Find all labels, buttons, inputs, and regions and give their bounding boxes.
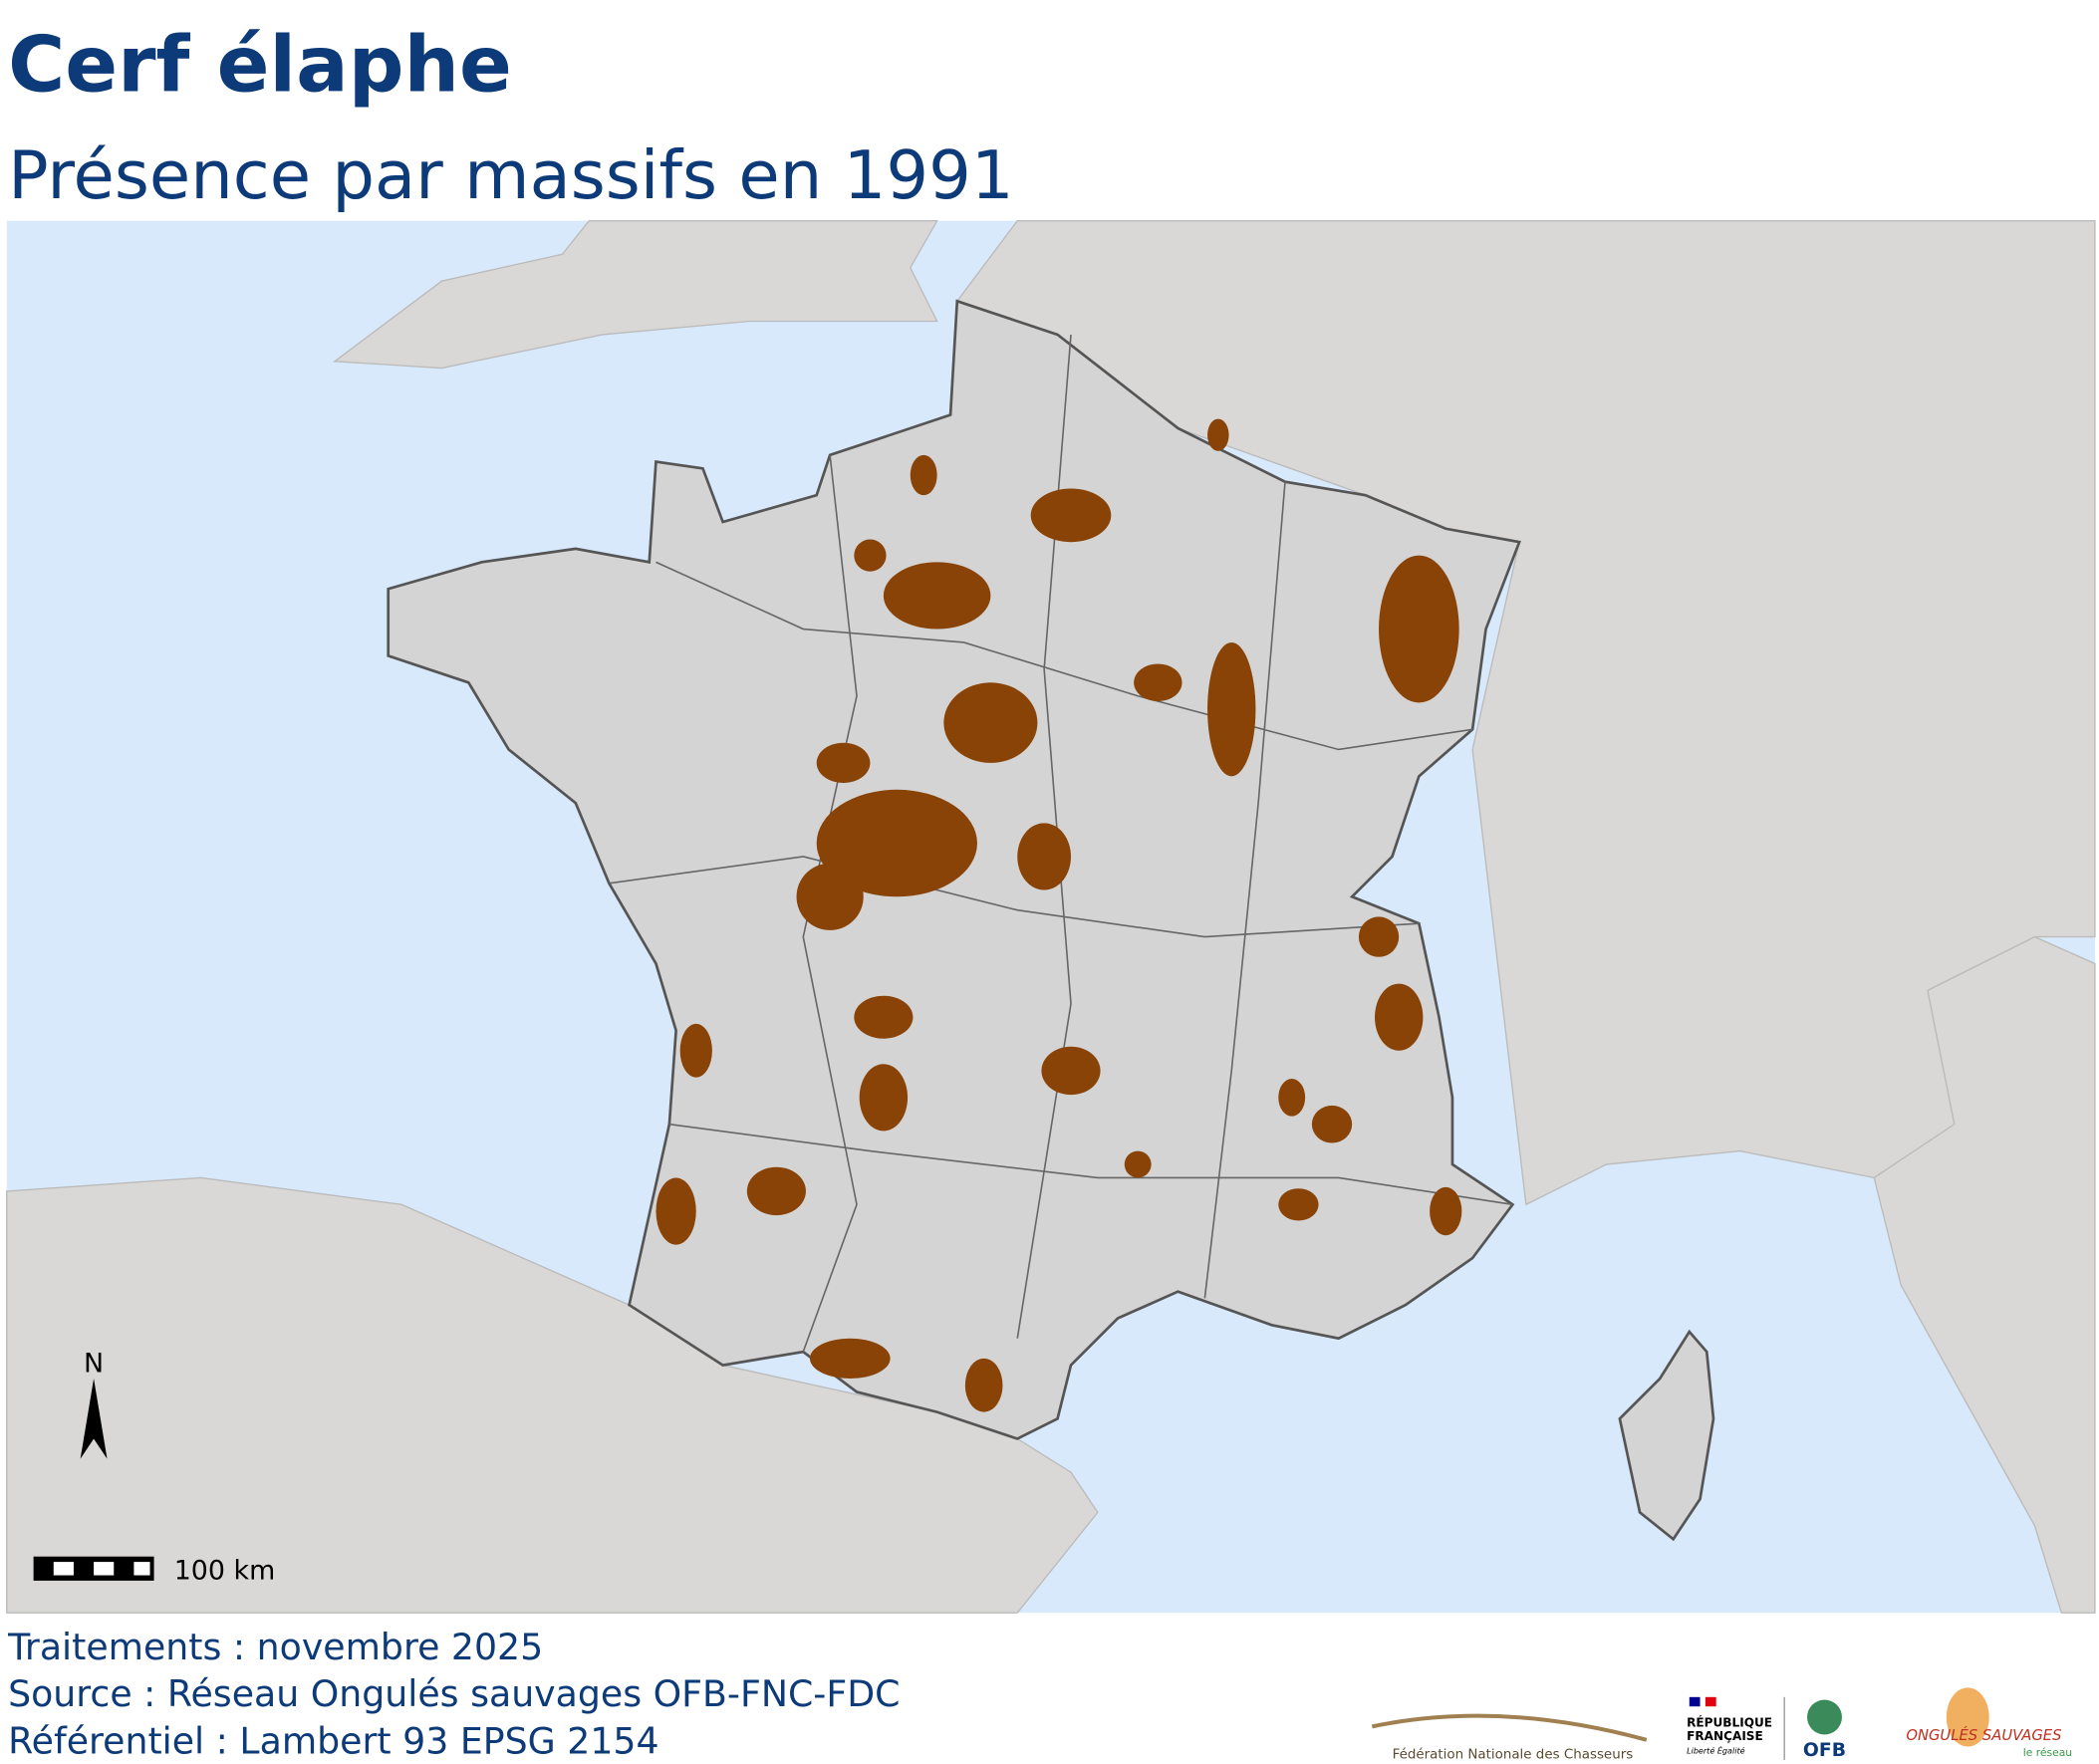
presence-area — [796, 863, 864, 930]
presence-area — [1124, 1150, 1152, 1178]
presence-area — [746, 1166, 806, 1216]
footer: Traitements : novembre 2025 Source : Rés… — [7, 1626, 900, 1762]
italy — [1873, 935, 2096, 1614]
presence-area — [809, 1338, 891, 1380]
department-borders — [609, 334, 1513, 1353]
rf-motto: Liberté Égalité — [1687, 1744, 1744, 1755]
scale-bar-segment — [53, 1562, 74, 1576]
north-label: N — [84, 1348, 104, 1379]
flag-red — [1705, 1696, 1716, 1707]
ofb-logo: OFB — [1803, 1740, 1846, 1761]
presence-area — [1379, 555, 1459, 703]
presence-area — [964, 1358, 1003, 1412]
presence-area — [679, 1023, 712, 1078]
north-arrow: N — [80, 1348, 108, 1459]
presence-area — [1207, 418, 1229, 451]
presence-area — [1134, 663, 1182, 702]
presence-area — [1030, 488, 1112, 543]
presence-area — [1041, 1046, 1101, 1096]
presence-area — [1375, 983, 1424, 1051]
footer-line: Traitements : novembre 2025 — [7, 1626, 543, 1668]
title: Cerf élaphe — [8, 20, 512, 110]
logos: Fédération Nationale des Chasseurs RÉPUB… — [1371, 1687, 2072, 1763]
ongules-logo: ONGULÉS SAUVAGES — [1906, 1726, 2061, 1744]
presence-area — [943, 682, 1038, 763]
ongules-emblem — [1946, 1687, 1989, 1747]
presence-area — [1207, 641, 1256, 777]
footer-line: Référentiel : Lambert 93 EPSG 2154 — [8, 1719, 658, 1762]
presence-area — [816, 789, 977, 897]
corsica — [1618, 1329, 1715, 1542]
presence-area — [656, 1177, 696, 1245]
presence-area — [1311, 1105, 1353, 1143]
ofb-emblem — [1807, 1699, 1842, 1735]
scale-label: 100 km — [174, 1556, 276, 1587]
flag-blue — [1689, 1696, 1701, 1707]
map: N 100 km — [6, 220, 2096, 1614]
presence-area — [816, 742, 871, 784]
presence-area — [1430, 1186, 1462, 1236]
presence-area — [910, 454, 937, 496]
scale-bar: 100 km — [33, 1556, 276, 1587]
presence-area — [1278, 1079, 1306, 1117]
presence-area — [1017, 823, 1071, 890]
presence-area — [854, 539, 887, 572]
scale-bar-segment — [133, 1562, 150, 1576]
presence-area — [883, 562, 991, 630]
fnc-swoosh — [1371, 1713, 1648, 1742]
presence-areas — [656, 418, 1462, 1412]
presence-area — [1358, 916, 1400, 957]
uk — [333, 220, 938, 370]
presence-area — [859, 1064, 909, 1132]
rf-line: FRANÇAISE — [1687, 1729, 1763, 1743]
presence-area — [854, 995, 914, 1039]
rf-line: RÉPUBLIQUE — [1687, 1714, 1772, 1729]
scale-bar-segment — [94, 1562, 115, 1576]
fnc-logo: Fédération Nationale des Chasseurs — [1393, 1747, 1634, 1763]
footer-line: Source : Réseau Ongulés sauvages OFB-FNC… — [8, 1672, 900, 1715]
north-arrow-shape — [80, 1379, 108, 1459]
subtitle: Présence par massifs en 1991 — [8, 136, 1014, 214]
ongules-sub: le réseau — [2023, 1746, 2072, 1759]
presence-area — [1278, 1188, 1319, 1221]
